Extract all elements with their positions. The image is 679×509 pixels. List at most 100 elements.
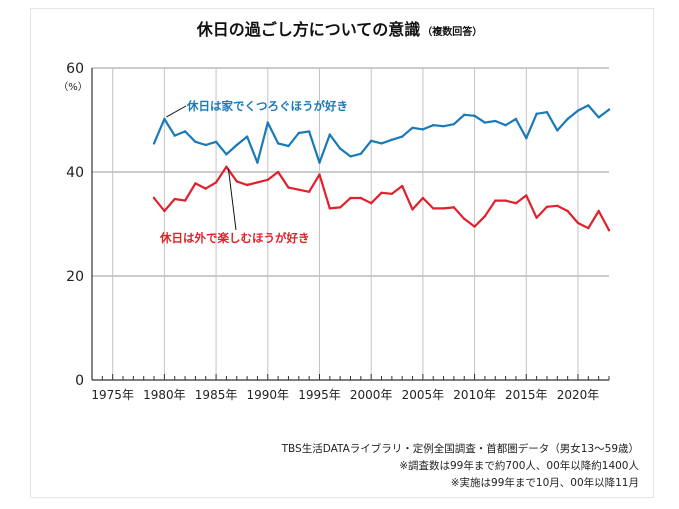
data-point (194, 182, 197, 185)
data-point (576, 221, 580, 225)
data-point (545, 205, 549, 209)
data-point (235, 143, 238, 147)
x-tick-label: 2010年 (453, 388, 496, 402)
data-point (256, 181, 259, 184)
x-tick-label: 1990年 (247, 388, 290, 402)
data-point (204, 187, 207, 190)
data-point (504, 199, 507, 202)
data-point (452, 206, 456, 209)
data-point (432, 207, 435, 210)
data-point (442, 207, 445, 210)
data-point (390, 192, 394, 196)
data-point (256, 161, 259, 164)
series-label-go-out: 休日は外で楽しむほうが好き (159, 231, 310, 245)
data-point (576, 109, 580, 112)
data-point (566, 209, 569, 213)
y-tick-label: 20 (66, 269, 84, 285)
data-point (525, 194, 528, 197)
data-point (276, 170, 280, 174)
source-note: ※実施は99年まで10月、00年以降11月 (450, 477, 639, 489)
data-point (483, 121, 487, 124)
y-tick-label: 0 (75, 373, 84, 389)
data-point (287, 144, 290, 148)
data-point (307, 130, 311, 133)
data-point (587, 104, 590, 107)
data-point (556, 129, 559, 132)
data-point (328, 133, 332, 136)
data-point (473, 114, 476, 118)
data-point (452, 122, 456, 126)
series-line-1 (152, 104, 611, 164)
data-point (535, 216, 538, 219)
axis-layer: 0 20 40 60 1975年 1980年 1985年 1990年 1995年 2000年 200… (66, 61, 610, 402)
data-point (587, 226, 590, 230)
data-point (307, 190, 311, 193)
data-point (318, 173, 321, 176)
x-tick-label: 1975年 (91, 388, 134, 402)
data-point (338, 147, 342, 150)
data-point (473, 225, 476, 228)
data-point (266, 178, 269, 181)
data-point (276, 142, 280, 145)
data-point (432, 124, 435, 127)
data-point (369, 202, 373, 205)
data-point (411, 208, 414, 211)
data-point (390, 138, 394, 141)
data-point (556, 204, 559, 207)
series-line-2 (152, 165, 611, 232)
data-point (266, 121, 269, 124)
chart-frame (30, 8, 654, 498)
data-point (597, 116, 600, 119)
data-point (349, 155, 352, 158)
data-point (152, 142, 156, 145)
data-point (245, 183, 249, 187)
data-point (514, 202, 518, 205)
data-point (483, 215, 487, 218)
data-point (328, 207, 332, 210)
data-point (442, 125, 445, 128)
data-point (225, 165, 228, 168)
chart-subtitle: （複数回答） (422, 27, 483, 38)
data-point (411, 126, 414, 129)
data-point (463, 217, 466, 220)
data-point (338, 206, 342, 209)
series-layer (152, 104, 611, 232)
data-point (380, 191, 383, 194)
x-tick-label: 1985年 (195, 388, 238, 402)
data-point (380, 142, 383, 145)
data-point (597, 209, 600, 213)
data-point (607, 229, 611, 232)
data-point (204, 143, 207, 147)
chart-title: 休日の過ごし方についての意識 （複数回答） (0, 16, 679, 40)
data-point (535, 112, 538, 115)
data-point (349, 196, 352, 200)
data-point (369, 139, 373, 142)
data-point (421, 128, 425, 131)
series-label-stay-home: 休日は家でくつろぐほうが好き (186, 99, 348, 113)
data-point (152, 196, 156, 200)
data-point (163, 117, 166, 121)
y-tick-label: 40 (66, 165, 84, 181)
data-point (183, 130, 187, 133)
data-point (463, 113, 466, 117)
data-point (297, 188, 300, 191)
data-point (287, 186, 290, 189)
data-point (318, 161, 321, 164)
data-point (194, 140, 197, 144)
data-point (401, 135, 404, 138)
data-point (214, 181, 218, 184)
data-point (525, 137, 528, 140)
series-label-leader (227, 168, 237, 231)
data-point (359, 196, 363, 200)
source-notes: TBS生活DATAライブラリ・定例全国調査・首都圏データ（男女13〜59歳） ※… (282, 441, 639, 492)
x-tick-label: 2015年 (505, 388, 548, 402)
data-point (297, 131, 300, 135)
data-point (163, 209, 166, 213)
source-note: ※調査数は99年まで約700人、00年以降約1400人 (399, 460, 639, 472)
y-unit-label: （%） (58, 81, 88, 93)
data-point (359, 152, 363, 155)
y-tick-label: 60 (66, 61, 84, 77)
data-point (235, 180, 238, 183)
